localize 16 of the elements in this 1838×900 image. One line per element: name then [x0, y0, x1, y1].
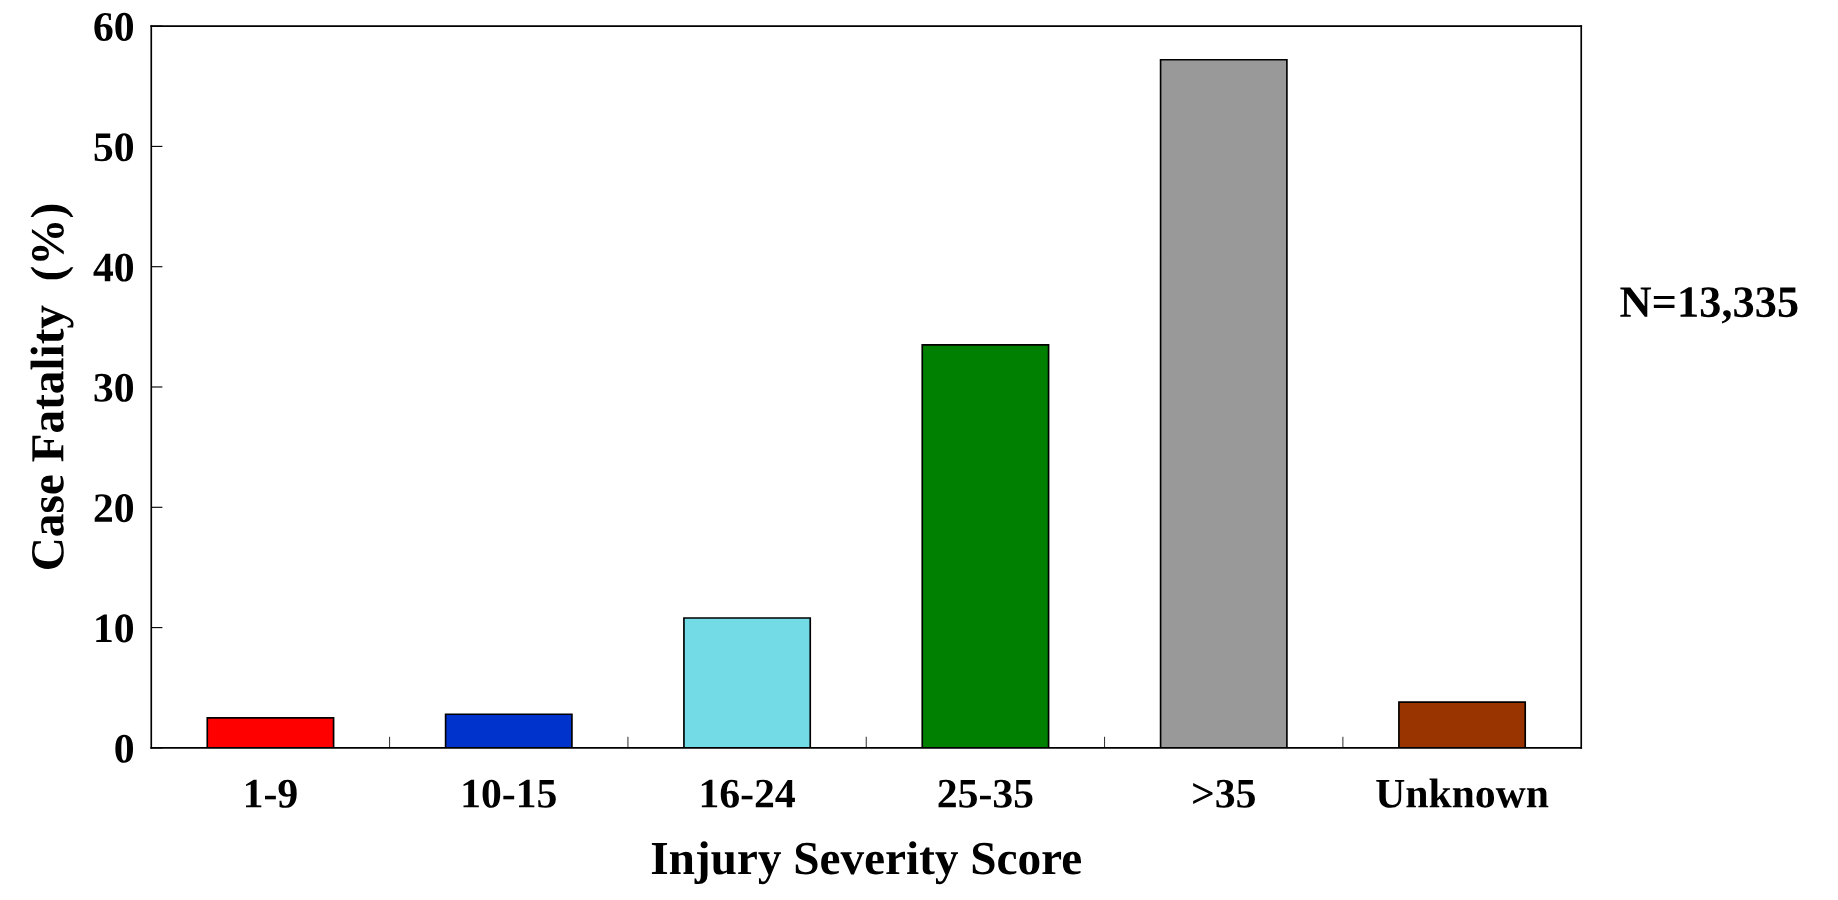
text: N=13,335: [1620, 287, 1798, 324]
y-tick-label: 60: [94, 12, 134, 41]
x-tick-label: 25-35: [938, 779, 1033, 808]
y-tick-label: 10: [96, 614, 134, 643]
x-axis-title: Injury Severity Score: [651, 841, 1081, 885]
y-tick-label: 20: [94, 494, 134, 523]
x-tick-label: 10-15: [463, 779, 556, 808]
y-tick-label: 0: [115, 734, 134, 763]
x-tick-label: 16-24: [701, 779, 795, 808]
y-tick-label: 30: [94, 373, 134, 402]
y-tick-label: 50: [94, 133, 134, 162]
x-tick-label: Unknown: [1376, 778, 1549, 808]
x-tick-label: >35: [1193, 779, 1255, 808]
x-tick-label: 1-9: [246, 779, 297, 808]
y-tick-label: 40: [93, 253, 134, 282]
y-axis-title: Case Fatality (%): [30, 204, 74, 569]
